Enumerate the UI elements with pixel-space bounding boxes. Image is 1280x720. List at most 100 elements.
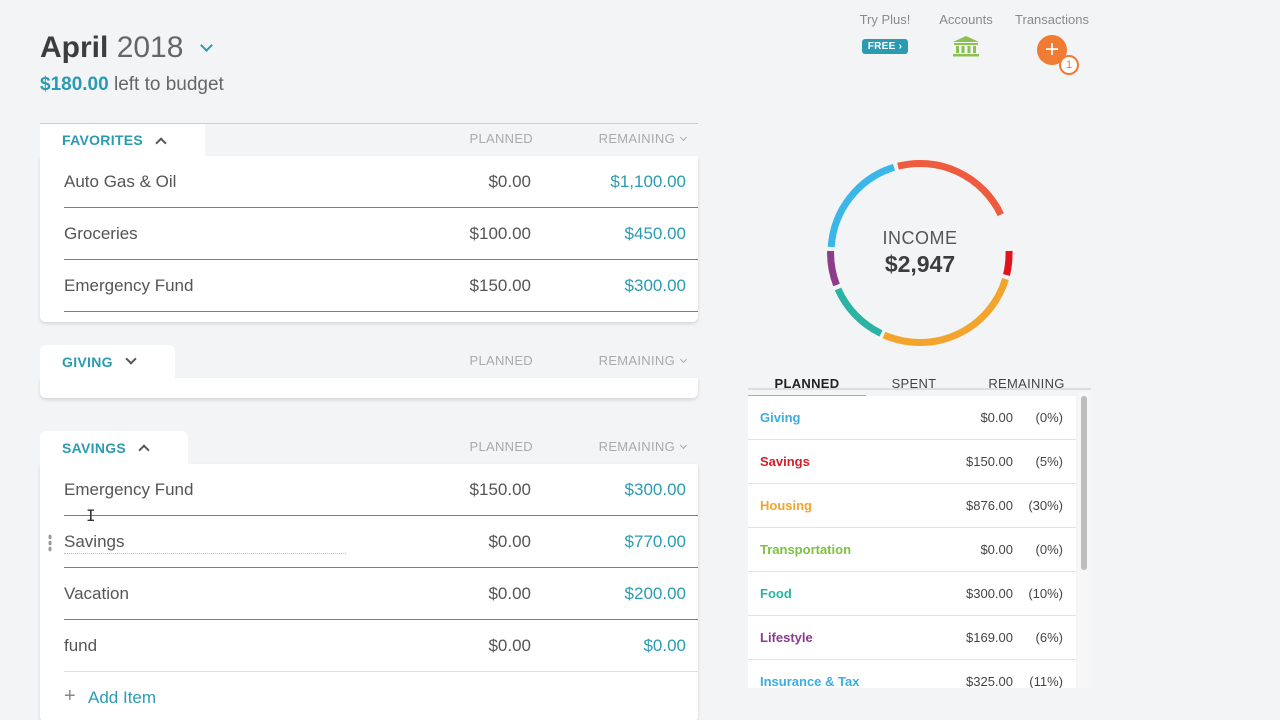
budget-item-row[interactable]: Emergency Fund $150.00 $300.00 xyxy=(64,260,698,312)
summary-row[interactable]: Food $300.00 (10%) xyxy=(748,572,1076,616)
item-name[interactable]: Emergency Fund xyxy=(64,276,194,295)
chevron-down-icon[interactable] xyxy=(125,353,137,365)
remaining-column-label[interactable]: REMAINING xyxy=(599,353,688,368)
planned-column-label: PLANNED xyxy=(469,131,533,146)
item-planned[interactable]: $0.00 xyxy=(488,532,531,551)
scrollbar[interactable] xyxy=(1081,396,1087,570)
item-remaining: $300.00 xyxy=(624,276,686,295)
item-planned[interactable]: $150.00 xyxy=(469,276,531,295)
chevron-up-icon[interactable] xyxy=(155,136,167,149)
summary-row[interactable]: Giving $0.00 (0%) xyxy=(748,396,1076,440)
category-name: Insurance & Tax xyxy=(760,674,860,688)
donut-segment xyxy=(882,277,1009,346)
category-name: Savings xyxy=(760,454,810,469)
month-selector[interactable]: April 2018 xyxy=(40,30,213,66)
donut-segment xyxy=(827,250,840,287)
item-planned[interactable]: $0.00 xyxy=(488,584,531,603)
plus-icon: + xyxy=(1044,36,1059,63)
item-name[interactable]: Groceries xyxy=(64,224,138,243)
chevron-up-icon[interactable] xyxy=(138,444,150,456)
summary-row[interactable]: Savings $150.00 (5%) xyxy=(748,440,1076,484)
item-remaining: $300.00 xyxy=(624,480,686,499)
category-percent: (0%) xyxy=(1035,542,1063,557)
plus-icon: + xyxy=(64,685,76,707)
chevron-down-icon xyxy=(679,133,688,142)
budget-item-row[interactable]: Vacation $0.00 $200.00 xyxy=(64,568,698,620)
tab-spent[interactable]: SPENT xyxy=(891,376,937,391)
income-label: INCOME xyxy=(882,228,958,248)
favorites-tab[interactable]: FAVORITES xyxy=(40,123,206,156)
donut-segment xyxy=(897,159,1004,217)
budget-item-row[interactable]: Auto Gas & Oil $0.00 $1,100.00 xyxy=(64,156,698,208)
category-amount: $0.00 xyxy=(980,410,1013,425)
giving-tab[interactable]: GIVING xyxy=(40,345,175,378)
item-planned[interactable]: $100.00 xyxy=(469,224,531,243)
favorites-group: FAVORITES PLANNED REMAINING Auto Gas & O… xyxy=(40,123,698,322)
tabs-divider xyxy=(748,388,1091,390)
left-to-budget: $180.00 left to budget xyxy=(40,74,224,96)
try-plus-label: Try Plus! xyxy=(859,12,911,27)
add-item-label: Add Item xyxy=(88,688,157,707)
accounts-label: Accounts xyxy=(939,12,993,27)
add-item-button[interactable]: + Add Item xyxy=(64,672,698,720)
group-body: Auto Gas & Oil $0.00 $1,100.00 Groceries… xyxy=(40,156,698,322)
accounts-nav[interactable]: Accounts xyxy=(933,12,999,57)
category-name: Lifestyle xyxy=(760,630,813,645)
item-remaining: $0.00 xyxy=(643,636,686,655)
remaining-column-label[interactable]: REMAINING xyxy=(599,439,688,454)
donut-segment xyxy=(834,287,883,337)
item-name[interactable]: Savings xyxy=(64,532,125,551)
giving-group: GIVING PLANNED REMAINING xyxy=(40,345,698,398)
category-name: Housing xyxy=(760,498,812,513)
item-name[interactable]: Vacation xyxy=(64,584,129,603)
budget-item-row[interactable]: Emergency Fund $150.00 $300.00 xyxy=(64,464,698,516)
item-planned[interactable]: $150.00 xyxy=(469,480,531,499)
item-name[interactable]: Emergency Fund xyxy=(64,480,194,499)
left-to-budget-amount: $180.00 xyxy=(40,74,109,95)
category-amount: $0.00 xyxy=(980,542,1013,557)
group-title: GIVING xyxy=(62,353,113,370)
remaining-column-label[interactable]: REMAINING xyxy=(599,131,688,146)
group-title: FAVORITES xyxy=(62,132,144,148)
transactions-nav[interactable]: Transactions + 1 xyxy=(1010,12,1094,75)
free-badge[interactable]: FREE › xyxy=(861,39,909,54)
savings-tab[interactable]: SAVINGS xyxy=(40,431,189,464)
item-remaining: $1,100.00 xyxy=(610,172,686,191)
bank-icon xyxy=(953,36,979,57)
planned-column-label: PLANNED xyxy=(469,353,533,368)
summary-row[interactable]: Lifestyle $169.00 (6%) xyxy=(748,616,1076,660)
try-plus-nav[interactable]: Try Plus! FREE › xyxy=(852,12,918,54)
category-name: Giving xyxy=(760,410,801,425)
category-amount: $169.00 xyxy=(966,630,1013,645)
chevron-down-icon[interactable] xyxy=(199,39,213,52)
budget-item-row[interactable]: I Savings $0.00 $770.00 xyxy=(48,506,698,568)
chevron-down-icon xyxy=(679,355,688,364)
category-percent: (6%) xyxy=(1035,630,1063,645)
summary-row[interactable]: Housing $876.00 (30%) xyxy=(748,484,1076,528)
category-summary-list: Giving $0.00 (0%) Savings $150.00 (5%) Housing… xyxy=(748,396,1076,688)
category-amount: $300.00 xyxy=(966,586,1013,601)
item-remaining: $770.00 xyxy=(624,532,686,551)
drag-handle-icon[interactable] xyxy=(48,534,52,552)
summary-row[interactable]: Insurance & Tax $325.00 (11%) xyxy=(748,660,1076,688)
category-amount: $876.00 xyxy=(966,498,1013,513)
group-body: Emergency Fund $150.00 $300.00 I Savings… xyxy=(40,464,698,720)
category-amount: $150.00 xyxy=(966,454,1013,469)
item-planned[interactable]: $0.00 xyxy=(488,172,531,191)
tab-planned[interactable]: PLANNED xyxy=(748,376,866,398)
summary-row[interactable]: Transportation $0.00 (0%) xyxy=(748,528,1076,572)
item-name[interactable]: fund xyxy=(64,636,98,655)
category-name: Transportation xyxy=(760,542,852,557)
group-header: SAVINGS PLANNED REMAINING xyxy=(40,431,698,464)
tab-remaining[interactable]: REMAINING xyxy=(988,376,1065,391)
budget-item-row[interactable]: Groceries $100.00 $450.00 xyxy=(64,208,698,260)
item-planned[interactable]: $0.00 xyxy=(488,636,531,655)
add-transaction-button[interactable]: + 1 xyxy=(1037,35,1079,75)
income-donut-chart xyxy=(827,159,1013,346)
group-header: FAVORITES PLANNED REMAINING xyxy=(40,123,698,156)
group-header: GIVING PLANNED REMAINING xyxy=(40,345,698,378)
item-remaining: $200.00 xyxy=(624,584,686,603)
category-percent: (11%) xyxy=(1029,674,1063,688)
item-name[interactable]: Auto Gas & Oil xyxy=(64,172,177,191)
budget-item-row[interactable]: fund $0.00 $0.00 xyxy=(64,620,698,672)
